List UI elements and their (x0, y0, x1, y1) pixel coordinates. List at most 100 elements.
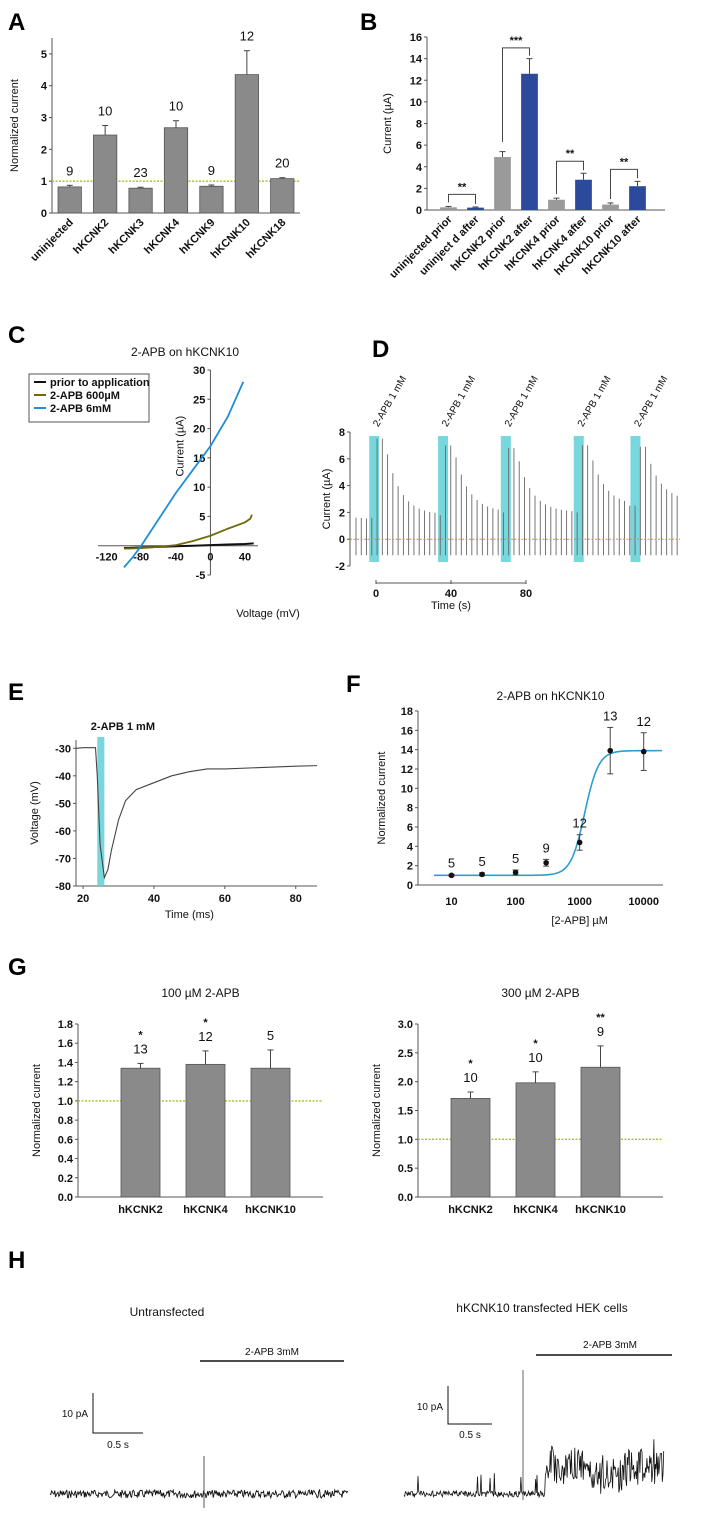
bar (163, 127, 189, 214)
chart-g1: 0.00.20.40.60.81.01.21.41.61.813*hKCNK21… (31, 986, 323, 1216)
x-tick-label: -80 (133, 552, 149, 564)
y-tick-label: -30 (55, 743, 71, 755)
n-label: 12 (572, 816, 586, 831)
y-tick-label: 4 (407, 841, 414, 853)
y-tick-label: 14 (401, 745, 414, 757)
significance-label: * (203, 1017, 208, 1029)
y-tick-label: 16 (401, 725, 413, 737)
y-tick-label: 0 (416, 205, 422, 217)
significance-label: ** (620, 156, 629, 168)
y-tick-label: 8 (416, 119, 422, 131)
panel-label-d: D (372, 336, 389, 363)
y-tick-label: -80 (55, 881, 71, 893)
x-tick-label: -40 (168, 552, 184, 564)
y-tick-label: 0.6 (58, 1134, 73, 1146)
n-label: 12 (198, 1029, 212, 1044)
y-tick-label: 8 (339, 427, 345, 439)
y-tick-label: 14 (410, 54, 423, 66)
n-label: 9 (208, 163, 215, 178)
y-tick-label: 20 (193, 424, 205, 436)
significance-label: *** (510, 35, 524, 47)
application-window (500, 436, 511, 562)
panel-label-h: H (8, 1247, 25, 1274)
x-tick-label: hKCNK4 (142, 216, 183, 257)
y-tick-label: 0 (407, 880, 413, 892)
y-axis-label: Voltage (mV) (29, 781, 41, 845)
y-tick-label: 10 (410, 97, 422, 109)
y-tick-label: 4 (416, 162, 423, 174)
bar (548, 199, 565, 210)
application-label: 2-APB 1 mM (371, 374, 409, 429)
y-tick-label: 2 (339, 507, 345, 519)
significance-label: ** (458, 181, 467, 193)
bar (440, 207, 457, 210)
application-window (630, 436, 641, 562)
chart-title: 300 µM 2-APB (501, 986, 579, 1000)
n-label: 9 (543, 840, 550, 855)
y-tick-label: 2 (41, 144, 47, 156)
application-label: 2-APB 3mM (583, 1340, 637, 1351)
chart-title: Untransfected (130, 1305, 205, 1319)
voltage-trace (75, 747, 318, 880)
y-tick-label: 6 (416, 140, 422, 152)
y-tick-label: 30 (193, 365, 205, 377)
y-tick-label: 1.0 (398, 1134, 413, 1146)
x-tick-label: hKCNK3 (107, 217, 147, 257)
n-label: 10 (98, 104, 112, 119)
x-axis-label: [2-APB] µM (551, 915, 607, 927)
bar (515, 1082, 556, 1198)
data-point (640, 748, 647, 755)
chart-g2: 0.00.51.01.52.02.53.010*hKCNK210*hKCNK49… (371, 986, 663, 1216)
y-tick-label: 0 (339, 534, 345, 546)
legend-label: 2-APB 600µM (50, 390, 120, 402)
y-tick-label: 5 (199, 511, 205, 523)
fit-curve (434, 749, 663, 877)
x-tick-label: 1000 (567, 896, 591, 908)
bar (199, 185, 224, 214)
x-tick-label: 40 (148, 893, 160, 905)
y-tick-label: 6 (407, 822, 413, 834)
series-line (123, 514, 253, 550)
y-tick-label: 0.4 (58, 1154, 74, 1166)
bar (450, 1097, 491, 1198)
bar (93, 134, 118, 214)
bar (629, 186, 646, 210)
x-tick-label: hKCNK2 (448, 1204, 493, 1216)
y-axis-label: Normalized current (9, 79, 21, 172)
chart-d: -2 0 2 4 6 8 Current (µA) 2-APB 1 mM 2-APB 1 mM 2… (321, 374, 680, 612)
application-label: 2-APB 3mM (245, 1347, 299, 1358)
panel-label-g: G (8, 954, 27, 981)
y-tick-label: 0.2 (58, 1173, 73, 1185)
panel-label-f: F (346, 671, 361, 698)
bar (602, 204, 619, 210)
y-axis-label: Normalized current (376, 752, 388, 845)
bar (521, 73, 538, 210)
application-window (438, 436, 449, 562)
significance-label: * (533, 1038, 538, 1050)
data-point (479, 871, 485, 878)
n-label: 20 (275, 156, 289, 171)
y-tick-label: -50 (55, 798, 71, 810)
scale-bar-x-label: 0.5 s (459, 1430, 481, 1441)
bar (57, 186, 82, 214)
application-label: 2-APB 1 mM (91, 721, 155, 733)
n-label: 10 (528, 1050, 542, 1065)
y-tick-label: 0.0 (398, 1192, 413, 1204)
panel-label-b: B (360, 9, 377, 36)
application-label: 2-APB 1 mM (440, 374, 478, 429)
chart-a: 0123459uninjected10hKCNK223hKCNK310hKCNK… (9, 29, 300, 264)
x-tick-label: 60 (219, 893, 231, 905)
application-window (369, 436, 380, 562)
n-label: 5 (512, 851, 519, 866)
significance-bracket (502, 47, 530, 142)
y-tick-label: -60 (55, 826, 71, 838)
panel-label-e: E (8, 679, 24, 706)
application-window (97, 737, 105, 886)
n-label: 9 (66, 163, 73, 178)
y-tick-label: 1.6 (58, 1038, 73, 1050)
x-tick-label: 20 (77, 893, 89, 905)
significance-label: ** (566, 148, 575, 160)
y-tick-label: 25 (193, 394, 205, 406)
